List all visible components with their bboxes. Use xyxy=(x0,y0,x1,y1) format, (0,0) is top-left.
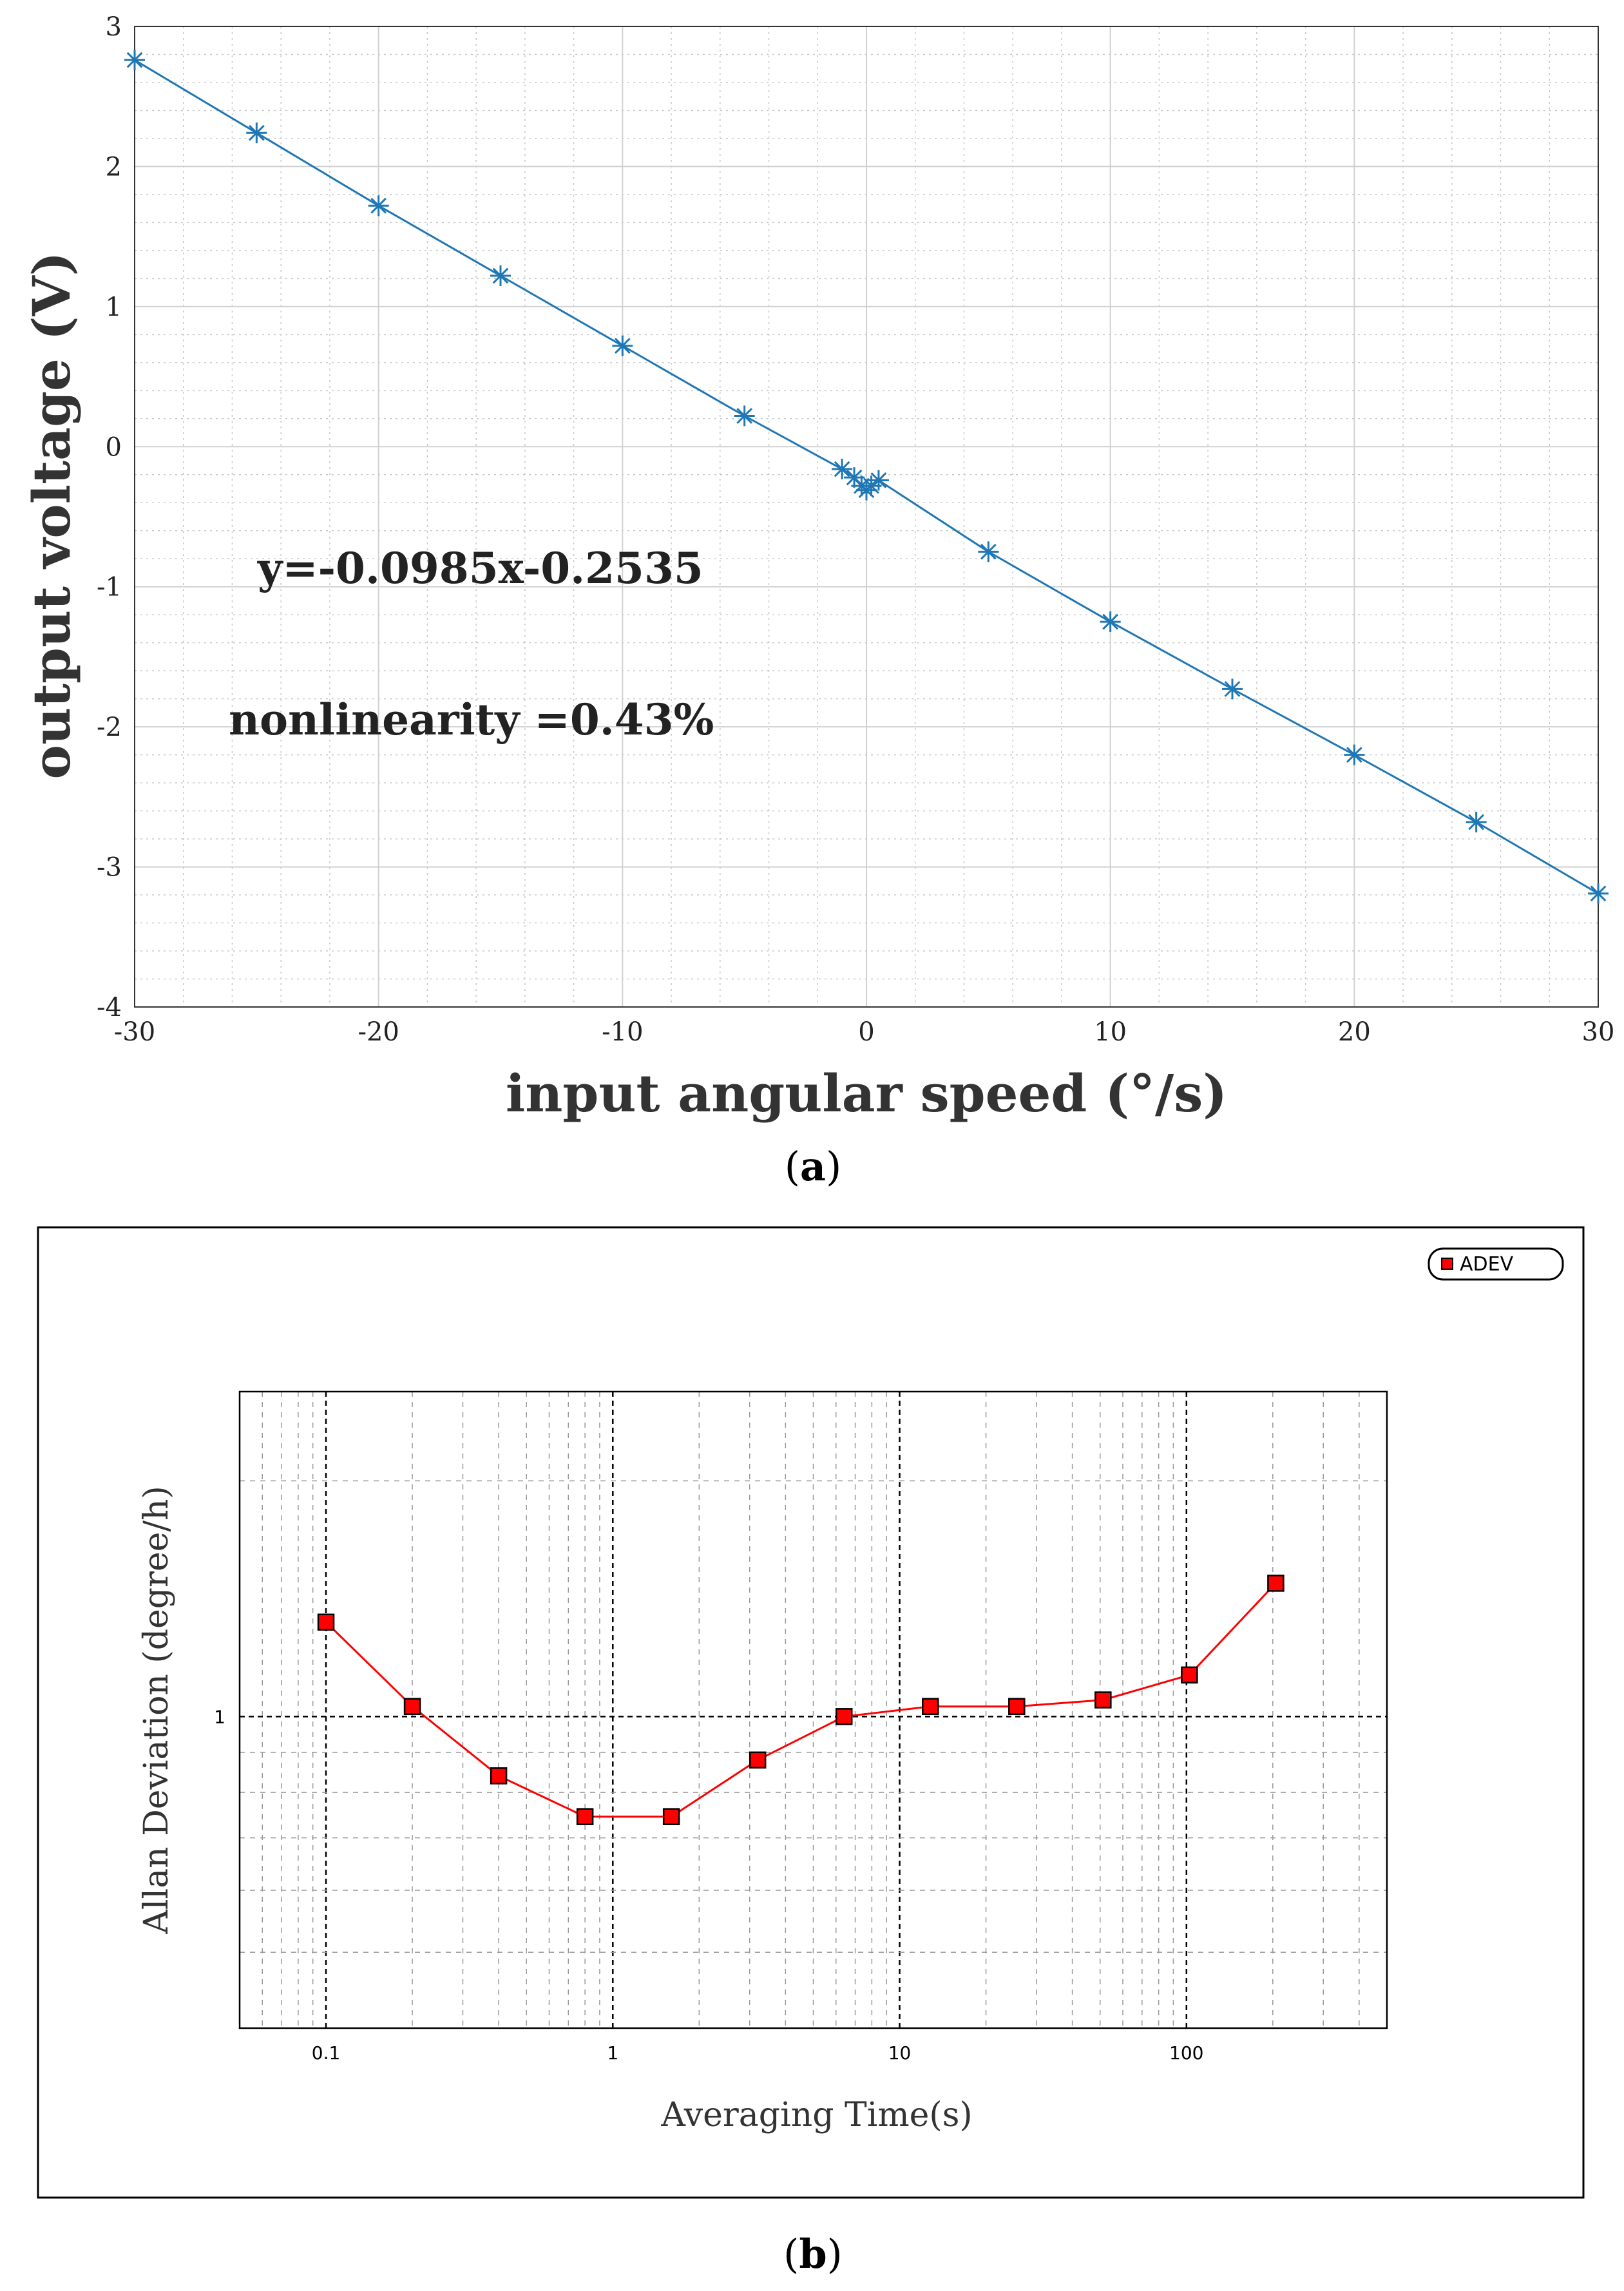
svg-text:(a): (a) xyxy=(785,1143,842,1190)
y-axis-title-a: output voltage (V) xyxy=(21,252,82,780)
x-tick-label-b: 100 xyxy=(1169,2042,1203,2064)
data-point-b xyxy=(318,1615,334,1630)
data-point-a xyxy=(978,541,998,562)
caption-b-label: b xyxy=(799,2230,826,2277)
data-point-a xyxy=(1100,611,1121,632)
data-point-b xyxy=(836,1709,852,1724)
data-point-a xyxy=(1466,812,1487,832)
x-axis-title-b: Averaging Time(s) xyxy=(660,2096,972,2134)
y-tick-label-a: -1 xyxy=(97,573,122,602)
data-point-a xyxy=(868,470,889,490)
x-axis-title-a: input angular speed (°/s) xyxy=(506,1063,1227,1124)
data-point-b xyxy=(491,1768,506,1783)
data-point-a xyxy=(490,265,511,286)
svg-text:(b): (b) xyxy=(783,2230,843,2277)
data-point-a xyxy=(1344,745,1364,765)
data-point-a xyxy=(368,195,389,216)
data-point-b xyxy=(664,1809,679,1825)
x-tick-label-a: -20 xyxy=(358,1017,399,1047)
x-tick-label-a: 10 xyxy=(1094,1017,1127,1047)
annotation-equation: y=-0.0985x-0.2535 xyxy=(257,543,703,593)
y-axis-title-b: Allan Deviation (degree/h) xyxy=(137,1486,176,1935)
x-tick-label-a: 30 xyxy=(1582,1017,1615,1047)
data-point-b xyxy=(750,1752,765,1768)
data-point-b xyxy=(405,1699,420,1714)
data-point-a xyxy=(612,336,633,356)
data-point-a xyxy=(1588,883,1609,904)
x-tick-label-b: 10 xyxy=(888,2042,912,2064)
data-point-a xyxy=(1222,678,1243,699)
data-point-b xyxy=(922,1699,938,1714)
legend-label-adev: ADEV xyxy=(1460,1253,1514,1276)
x-tick-label-a: 20 xyxy=(1338,1017,1371,1047)
y-tick-label-a: 0 xyxy=(106,432,122,462)
annotation-nonlinearity: nonlinearity =0.43% xyxy=(229,695,714,745)
data-point-a xyxy=(246,122,267,143)
data-point-b xyxy=(1009,1699,1024,1714)
x-tick-label-b: 1 xyxy=(607,2042,618,2064)
y-tick-label-a: -2 xyxy=(97,713,122,742)
caption-a-label: a xyxy=(800,1143,826,1190)
y-tick-label-a: -3 xyxy=(97,853,122,883)
legend: ADEV xyxy=(1429,1249,1563,1280)
caption-b: (b) xyxy=(783,2230,843,2277)
caption-a: (a) xyxy=(785,1143,842,1190)
data-point-b xyxy=(577,1809,593,1825)
data-point-b xyxy=(1181,1667,1197,1683)
x-tick-label-b: 0.1 xyxy=(312,2042,341,2064)
panel-b: 0.1 1 10 100 1 ADEV Averaging Time(s) Allan … xyxy=(38,1227,1583,2277)
data-point-a xyxy=(124,50,145,70)
legend-marker xyxy=(1442,1258,1453,1269)
data-point-a xyxy=(832,459,852,479)
y-tick-label-b: 1 xyxy=(214,1706,225,1727)
x-tick-label-a: 0 xyxy=(858,1017,874,1047)
y-tick-label-a: 2 xyxy=(106,152,122,182)
data-point-b xyxy=(1095,1692,1111,1708)
data-point-b xyxy=(1268,1575,1283,1591)
y-tick-label-a: 1 xyxy=(106,292,122,322)
data-point-a xyxy=(734,405,755,426)
y-tick-label-a: -4 xyxy=(97,993,122,1022)
x-tick-label-a: -10 xyxy=(602,1017,643,1047)
y-tick-label-a: 3 xyxy=(106,12,122,42)
